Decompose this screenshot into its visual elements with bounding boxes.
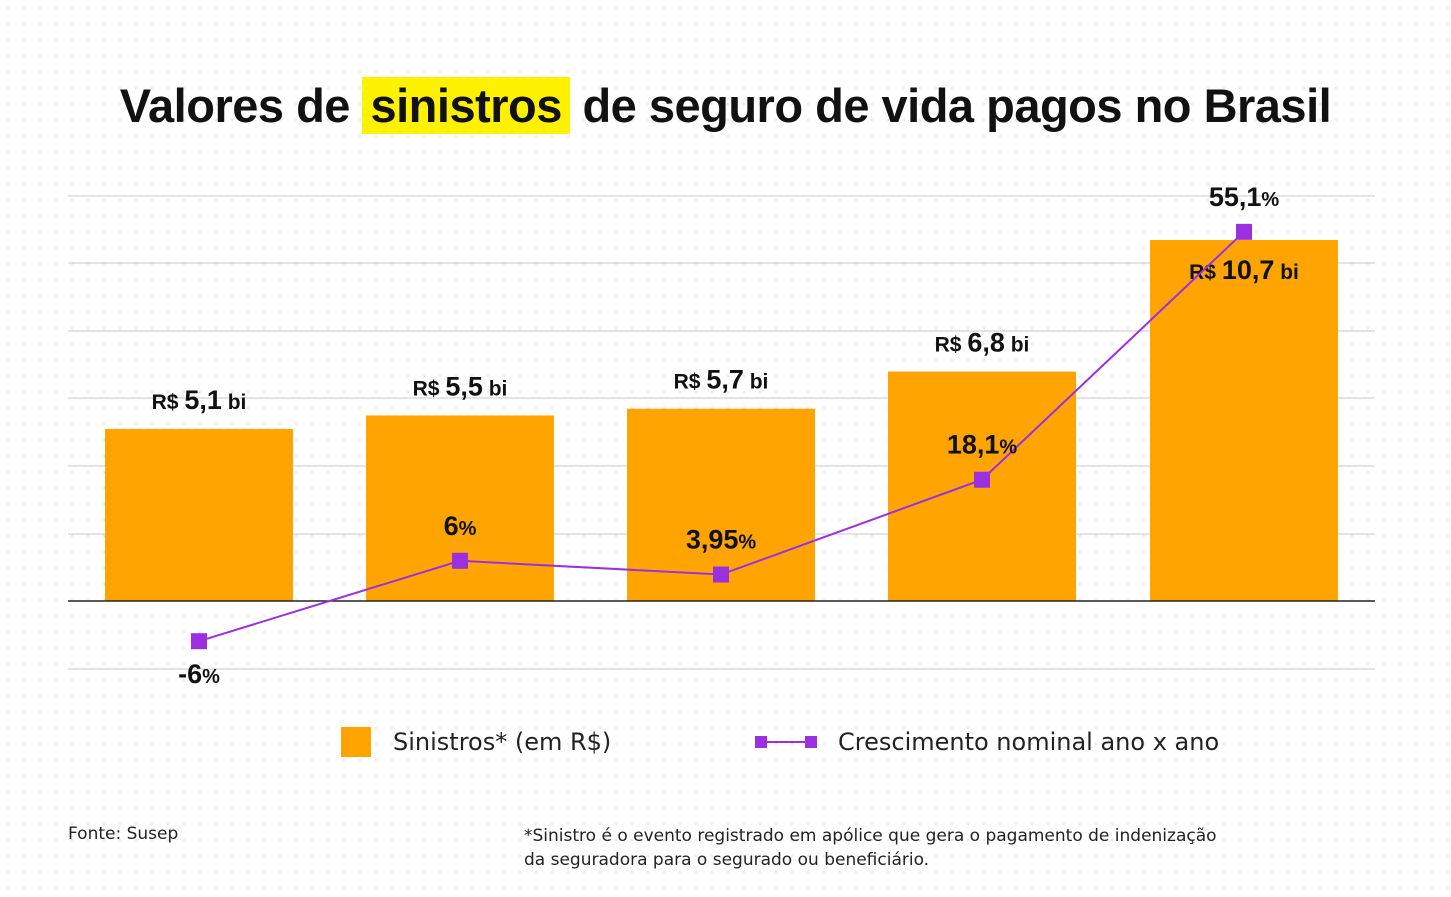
growth-label-suffix: % xyxy=(459,518,477,540)
growth-label-suffix: % xyxy=(738,532,756,554)
source-note: Fonte: Susep xyxy=(68,824,179,844)
growth-marker xyxy=(713,566,729,583)
bar xyxy=(1150,240,1338,601)
title-part-1: Valores de xyxy=(119,79,363,132)
bar-label-prefix: R$ xyxy=(935,334,968,357)
growth-label-value: 18,1 xyxy=(947,430,1000,460)
footnote-line-2: da seguradora para o segurado ou benefic… xyxy=(524,850,930,870)
growth-label-suffix: % xyxy=(999,437,1017,459)
growth-value-label: -6% xyxy=(178,659,220,689)
bar-value-label: R$ 5,7 bi xyxy=(674,365,769,395)
growth-marker xyxy=(1236,223,1252,240)
growth-marker xyxy=(974,471,990,488)
bar-label-prefix: R$ xyxy=(674,371,707,394)
growth-value-label: 3,95% xyxy=(686,525,757,555)
growth-value-label: 6% xyxy=(444,511,477,541)
bar-value-label: R$ 10,7 bi xyxy=(1189,255,1299,285)
bar-label-suffix: bi xyxy=(483,377,508,400)
legend-bars: Sinistros* (em R$) xyxy=(341,727,611,757)
footnote-line-1: *Sinistro é o evento registrado em apóli… xyxy=(524,826,1217,846)
chart-title: Valores de sinistros de seguro de vida p… xyxy=(0,77,1451,134)
bar-label-suffix: bi xyxy=(1005,334,1030,357)
growth-value-label: 18,1% xyxy=(947,430,1018,460)
growth-label-value: 55,1 xyxy=(1209,182,1262,212)
growth-marker xyxy=(191,633,207,650)
legend-line-label: Crescimento nominal ano x ano xyxy=(838,728,1220,756)
bar-label-value: 6,8 xyxy=(967,328,1005,358)
growth-label-suffix: % xyxy=(202,666,220,688)
bar-value-label: R$ 5,1 bi xyxy=(152,385,247,415)
bar-label-prefix: R$ xyxy=(1189,261,1222,284)
legend-bar-swatch xyxy=(341,727,371,757)
bar-label-value: 10,7 xyxy=(1222,255,1275,285)
bar xyxy=(366,415,554,601)
growth-value-label: 55,1% xyxy=(1209,182,1280,212)
bar-label-prefix: R$ xyxy=(413,377,446,400)
legend-line: Crescimento nominal ano x ano xyxy=(754,727,1219,757)
bar xyxy=(105,428,293,601)
bar-label-value: 5,7 xyxy=(706,365,744,395)
growth-label-value: 3,95 xyxy=(686,525,739,555)
growth-marker xyxy=(452,552,468,569)
bar-label-value: 5,1 xyxy=(184,385,222,415)
legend-line-marker xyxy=(755,736,817,748)
bar-value-label: R$ 5,5 bi xyxy=(413,371,508,401)
growth-label-value: 6 xyxy=(444,511,459,541)
growth-label-suffix: % xyxy=(1261,189,1279,211)
bar-label-suffix: bi xyxy=(222,391,247,414)
bar-label-suffix: bi xyxy=(1274,261,1299,284)
title-highlight: sinistros xyxy=(362,77,570,134)
footnote: *Sinistro é o evento registrado em apóli… xyxy=(524,824,1344,872)
bar-label-value: 5,5 xyxy=(445,371,483,401)
growth-label-value: -6 xyxy=(178,659,202,689)
title-part-2: de seguro de vida pagos no Brasil xyxy=(569,79,1332,132)
bar-value-label: R$ 6,8 bi xyxy=(935,328,1030,358)
bar-label-suffix: bi xyxy=(744,371,769,394)
legend-bar-label: Sinistros* (em R$) xyxy=(393,728,612,756)
bar-label-prefix: R$ xyxy=(152,391,185,414)
